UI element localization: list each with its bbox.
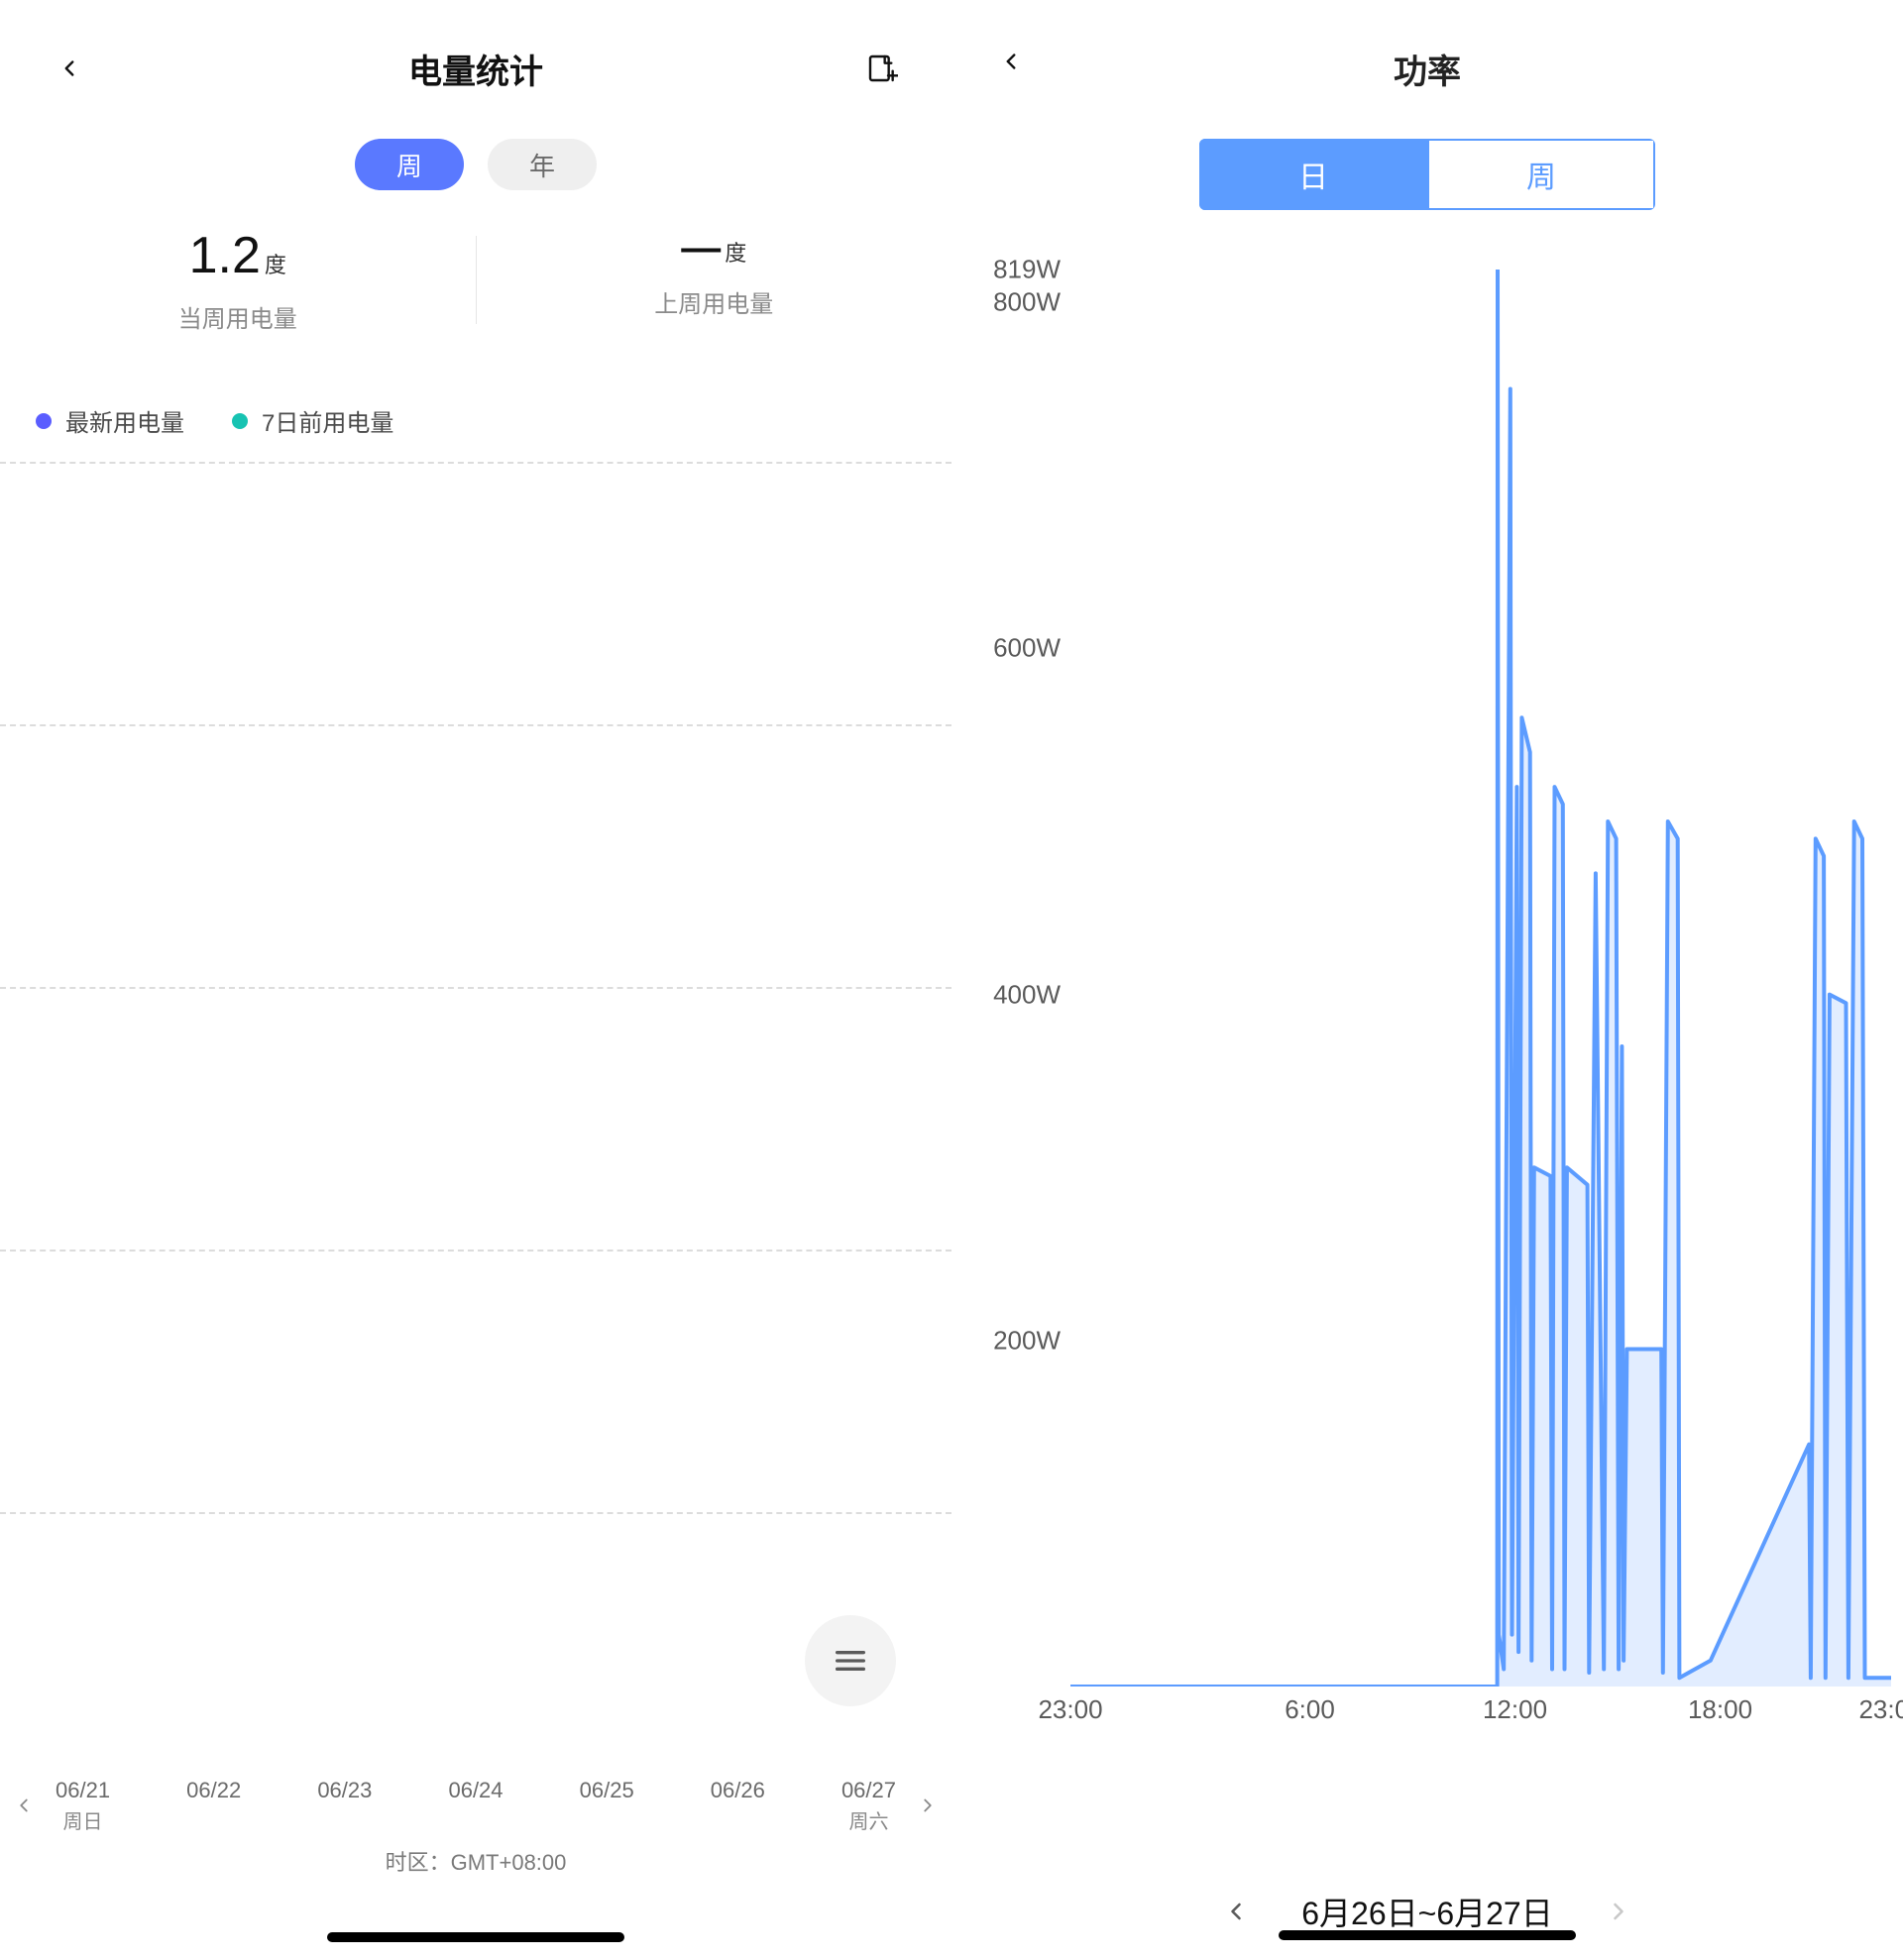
period-segmented: 日 周: [952, 139, 1903, 210]
current-usage-label: 当周用电量: [178, 299, 297, 334]
x-tick: 06/21周日: [56, 1778, 110, 1834]
energy-stats-screen: 电量统计 周 年 1.2 度 当: [0, 0, 952, 1960]
tab-day-label: 日: [1298, 153, 1328, 196]
previous-usage-value: — 度: [681, 226, 746, 271]
x-tick: 06/27周六: [841, 1778, 896, 1834]
legend-item: 最新用电量: [36, 403, 184, 438]
right-header: 功率: [952, 0, 1903, 109]
usage-summary: 1.2 度 当周用电量 — 度 上周用电量: [0, 226, 952, 334]
power-line-svg: [1070, 270, 1891, 1687]
tab-day[interactable]: 日: [1199, 139, 1427, 210]
current-usage-cell: 1.2 度 当周用电量: [0, 226, 476, 334]
x-tick: 06/25: [580, 1778, 634, 1834]
x-tick: 18:00: [1688, 1694, 1752, 1725]
menu-fab[interactable]: [805, 1615, 896, 1706]
current-value-unit: 度: [265, 248, 286, 279]
previous-usage-cell: — 度 上周用电量: [477, 226, 952, 334]
y-tick: 800W: [952, 287, 1061, 318]
y-tick: 400W: [952, 979, 1061, 1010]
date-range-label: 6月26日~6月27日: [1301, 1889, 1552, 1934]
x-tick-date: 06/21: [56, 1778, 110, 1803]
back-button[interactable]: [989, 40, 1033, 83]
x-tick: 06/22: [186, 1778, 241, 1834]
power-screen: 功率 日 周 819W800W 600W 400W 200W 23:00 6:00 12:…: [952, 0, 1903, 1960]
x-tick: 6:00: [1285, 1694, 1335, 1725]
home-indicator: [327, 1932, 624, 1942]
legend-label: 7日前用电量: [262, 403, 393, 438]
page-title: 功率: [1394, 45, 1461, 93]
date-next-button[interactable]: [1597, 1890, 1640, 1933]
x-tick-date: 06/23: [317, 1778, 372, 1803]
period-segmented: 周 年: [0, 139, 952, 190]
tab-year-label: 年: [529, 147, 555, 183]
power-chart-container: 819W800W600W400W200W 23:006:0012:0018:00…: [952, 270, 1903, 1726]
home-indicator: [1279, 1930, 1576, 1940]
y-tick: 819W: [952, 255, 1061, 285]
x-tick-date: 06/25: [580, 1778, 634, 1803]
gridline: [0, 1250, 952, 1252]
x-tick-date: 06/22: [186, 1778, 241, 1803]
legend-item: 7日前用电量: [232, 403, 393, 438]
page-title: 电量统计: [408, 45, 543, 93]
date-prev-button[interactable]: [1214, 1890, 1258, 1933]
x-tick-date: 06/27: [841, 1778, 896, 1803]
x-tick-day: 周日: [63, 1805, 103, 1834]
gridline: [0, 987, 952, 989]
x-next-button[interactable]: [904, 1795, 952, 1816]
x-tick: 23:00: [1038, 1694, 1102, 1725]
x-tick: 12:00: [1483, 1694, 1547, 1725]
date-range-nav: 6月26日~6月27日: [952, 1889, 1903, 1934]
current-value-number: 1.2: [189, 226, 261, 285]
gridline: [0, 462, 952, 464]
previous-value-unit: 度: [725, 236, 746, 268]
x-tick-day: 周六: [848, 1805, 888, 1834]
x-axis-labels: 06/21周日 06/22 06/23 06/24 06/25 06/26 06/27周六: [48, 1778, 904, 1834]
tab-year[interactable]: 年: [488, 139, 597, 190]
x-axis-ticks: 23:006:0012:0018:0023:00: [1070, 1694, 1891, 1734]
power-plot-area: [1070, 270, 1891, 1687]
tab-week-label: 周: [396, 147, 422, 183]
x-prev-button[interactable]: [0, 1795, 48, 1816]
x-tick: 06/23: [317, 1778, 372, 1834]
x-tick: 23:00: [1858, 1694, 1903, 1725]
export-icon[interactable]: [860, 47, 904, 90]
tab-week[interactable]: 周: [355, 139, 464, 190]
left-header: 电量统计: [0, 0, 952, 109]
power-line-chart: 819W800W600W400W200W: [952, 270, 1903, 1726]
back-button[interactable]: [48, 47, 91, 90]
legend-label: 最新用电量: [65, 403, 184, 438]
gridline: [0, 724, 952, 726]
legend-dot: [36, 413, 52, 429]
legend-dot: [232, 413, 248, 429]
chart-legend: 最新用电量 7日前用电量: [0, 334, 952, 462]
timezone-label: 时区：GMT+08:00: [0, 1845, 952, 1877]
tab-week-label: 周: [1526, 153, 1556, 196]
y-tick: 200W: [952, 1325, 1061, 1356]
previous-value-number: —: [681, 226, 721, 271]
x-tick-date: 06/26: [711, 1778, 765, 1803]
x-tick: 06/26: [711, 1778, 765, 1834]
x-tick-date: 06/24: [448, 1778, 503, 1803]
x-tick: 06/24: [448, 1778, 503, 1834]
tab-week[interactable]: 周: [1427, 139, 1655, 210]
current-usage-value: 1.2 度: [189, 226, 286, 285]
energy-bar-chart: [0, 462, 952, 1512]
gridline: [0, 1512, 952, 1514]
y-tick: 600W: [952, 633, 1061, 664]
previous-usage-label: 上周用电量: [654, 284, 773, 319]
